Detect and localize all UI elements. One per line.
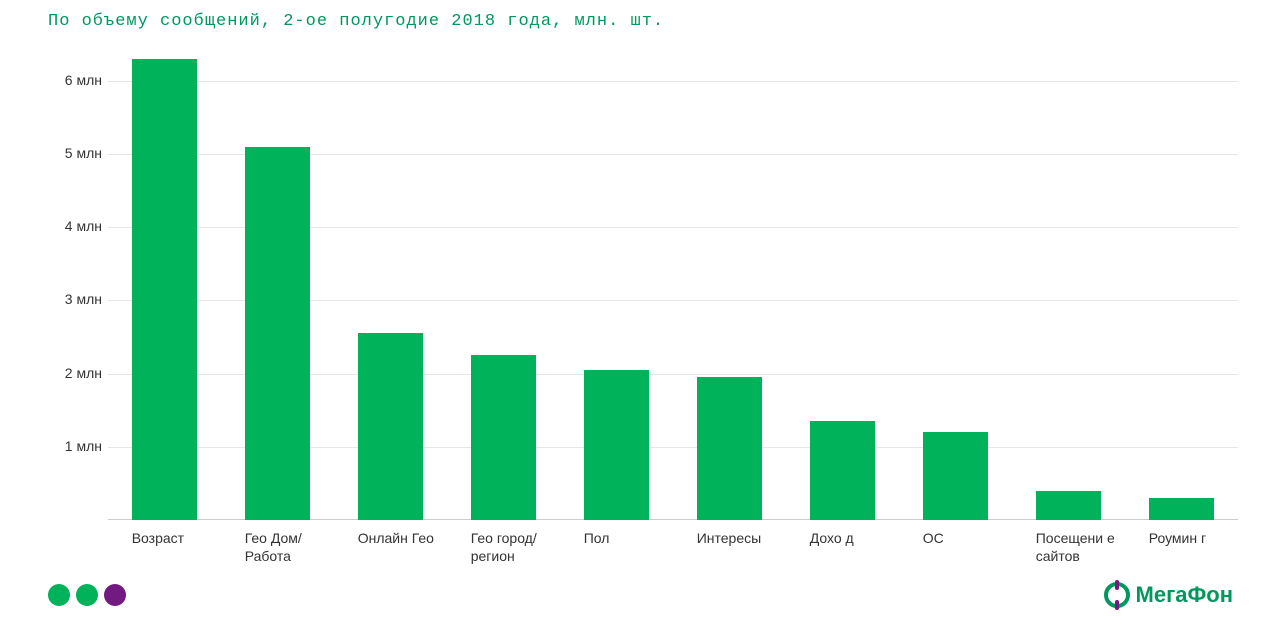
bar bbox=[697, 377, 763, 520]
x-tick-label: Гео город/ регион bbox=[471, 530, 555, 565]
bar bbox=[1036, 491, 1102, 520]
y-tick-label: 3 млн bbox=[65, 291, 102, 307]
megafon-logo: МегаФон bbox=[1104, 582, 1233, 608]
x-tick-label: Гео Дом/ Работа bbox=[245, 530, 329, 565]
x-tick-label: Онлайн Гео bbox=[358, 530, 442, 548]
chart-title: По объему сообщений, 2-ое полугодие 2018… bbox=[48, 12, 664, 31]
bar bbox=[245, 147, 311, 520]
megafon-logo-text: МегаФон bbox=[1136, 582, 1233, 608]
bar bbox=[132, 59, 198, 520]
x-tick-label: Пол bbox=[584, 530, 668, 548]
footer-dot bbox=[104, 584, 126, 606]
x-tick-label: Возраст bbox=[132, 530, 216, 548]
x-tick-label: Дохо д bbox=[810, 530, 894, 548]
y-tick-label: 2 млн bbox=[65, 365, 102, 381]
bar bbox=[923, 432, 989, 520]
bar bbox=[1149, 498, 1215, 520]
bar bbox=[358, 333, 424, 520]
bar bbox=[810, 421, 876, 520]
y-tick-label: 4 млн bbox=[65, 218, 102, 234]
y-tick-label: 6 млн bbox=[65, 72, 102, 88]
megafon-logo-icon bbox=[1104, 582, 1130, 608]
x-tick-label: ОС bbox=[923, 530, 1007, 548]
y-tick-label: 1 млн bbox=[65, 438, 102, 454]
footer-dots bbox=[48, 584, 126, 606]
footer-dot bbox=[48, 584, 70, 606]
x-tick-label: Посещени е сайтов bbox=[1036, 530, 1120, 565]
footer-dot bbox=[76, 584, 98, 606]
bar bbox=[584, 370, 650, 520]
x-tick-label: Интересы bbox=[697, 530, 781, 548]
gridline bbox=[108, 81, 1238, 82]
chart-container: По объему сообщений, 2-ое полугодие 2018… bbox=[0, 0, 1263, 626]
bar-chart: ВозрастГео Дом/ РаботаОнлайн ГеоГео горо… bbox=[48, 44, 1238, 520]
bar bbox=[471, 355, 537, 520]
y-tick-label: 5 млн bbox=[65, 145, 102, 161]
x-tick-label: Роумин г bbox=[1149, 530, 1233, 548]
plot-area: ВозрастГео Дом/ РаботаОнлайн ГеоГео горо… bbox=[108, 44, 1238, 520]
